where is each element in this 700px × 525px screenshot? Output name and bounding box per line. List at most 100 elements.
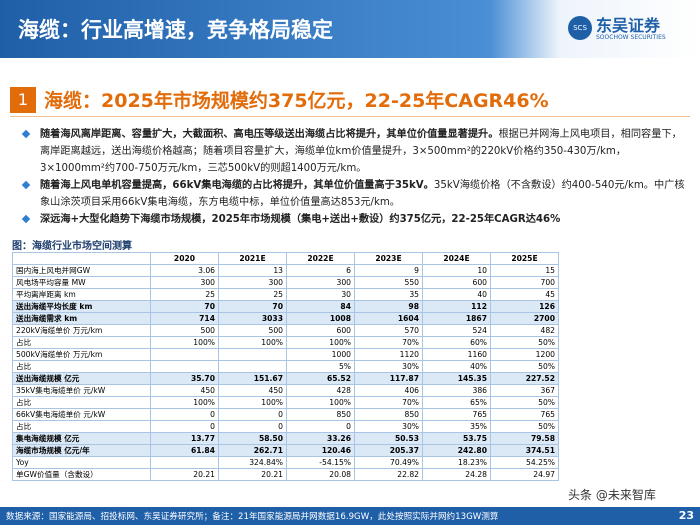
table-cell: 送出海缆平均长度 km (12, 300, 151, 313)
table-cell: 242.80 (422, 444, 491, 457)
table-cell: 3.06 (150, 264, 219, 277)
table-cell (150, 360, 219, 373)
table-cell: 0 (286, 420, 355, 433)
table-cell: 482 (490, 324, 559, 337)
table-cell: 送出海缆规模 亿元 (12, 372, 151, 385)
table-cell: 0 (150, 420, 219, 433)
table-cell: 50.53 (354, 432, 423, 445)
table-cell: 550 (354, 276, 423, 289)
table-cell: 100% (218, 396, 287, 409)
table-cell: 145.35 (422, 372, 491, 385)
table-cell: 0 (150, 408, 219, 421)
table-cell: 61.84 (150, 444, 219, 457)
table-cell: 13 (218, 264, 287, 277)
table-cell: 60% (422, 336, 491, 349)
table-cell: 700 (490, 276, 559, 289)
bullet-bold: 随着海风离岸距离、容量扩大，大截面积、高电压等级送出海缆占比将提升，其单位价值量… (40, 129, 499, 140)
table-cell: 1120 (354, 348, 423, 361)
table-row: 送出海缆规模 亿元 35.70 151.67 65.52 117.87 145.35 227… (12, 372, 559, 385)
table-cell: 30% (354, 420, 423, 433)
logo-text: 东吴证券 (596, 16, 661, 35)
table-row: 国内海上风电并网GW 3.06 13 6 9 10 15 (12, 264, 559, 277)
logo-mark: SCS (568, 16, 592, 40)
table-cell: 300 (150, 276, 219, 289)
table-cell: 227.52 (490, 372, 559, 385)
header-row: 2020 2021E 2022E 2023E 2024E 2025E (12, 252, 559, 265)
table-cell: 324.84% (218, 456, 287, 469)
table-cell: 205.37 (354, 444, 423, 457)
table-cell: 500kV海缆单价 万元/km (12, 348, 151, 361)
table-row: 风电场平均容量 MW 300 300 300 550 600 700 (12, 276, 559, 289)
table-cell: Yoy (12, 456, 151, 469)
table-cell: 850 (286, 408, 355, 421)
footer-bar: 数据来源：国家能源局、招投标网、东吴证券研究所；备注：21年国家能源局并网数据1… (0, 507, 700, 525)
table-cell: 24.28 (422, 468, 491, 481)
table-cell: 65.52 (286, 372, 355, 385)
table-cell: 70 (218, 300, 287, 313)
table-cell: 98 (354, 300, 423, 313)
table-cell: 35 (354, 288, 423, 301)
table-cell: 70% (354, 396, 423, 409)
table-cell: 850 (354, 408, 423, 421)
header-cell: 2022E (286, 252, 355, 265)
table-cell: 300 (218, 276, 287, 289)
table-cell: 13.77 (150, 432, 219, 445)
table-cell: 40% (422, 360, 491, 373)
table-cell: 53.75 (422, 432, 491, 445)
table-cell (150, 456, 219, 469)
table-row: 占比 0 0 0 30% 35% 50% (12, 420, 559, 433)
bullet-bold: 随着海上风电单机容量提高，66kV集电海缆的占比将提升，其单位价值量高于35kV… (40, 180, 434, 191)
bullet-list: 随着海风离岸距离、容量扩大，大截面积、高电压等级送出海缆占比将提升，其单位价值量… (20, 126, 690, 228)
table-cell: 50% (490, 420, 559, 433)
table-cell: 300 (286, 276, 355, 289)
table-cell: 25 (218, 288, 287, 301)
table-cell: 500 (218, 324, 287, 337)
table-cell: 765 (490, 408, 559, 421)
table-cell: 集电海缆规模 亿元 (12, 432, 151, 445)
table-cell: -54.15% (286, 456, 355, 469)
table-cell: 6 (286, 264, 355, 277)
header-bar: 海缆：行业高增速，竞争格局稳定 SCS 东吴证券 SOOCHOW SECURIT… (0, 0, 700, 58)
table-cell: 66kV集电海缆单价 元/kW (12, 408, 151, 421)
table-row: 送出海缆平均长度 km 70 70 84 98 112 126 (12, 300, 559, 313)
table-cell: 600 (286, 324, 355, 337)
table-row: 送出海缆需求 km 714 3033 1008 1604 1867 2700 (12, 312, 559, 325)
table-cell: 126 (490, 300, 559, 313)
header-cell: 2020 (150, 252, 219, 265)
table-row: 平均离岸距离 km 25 25 30 35 40 45 (12, 288, 559, 301)
table-cell: 40 (422, 288, 491, 301)
table-cell: 占比 (12, 336, 151, 349)
figure-caption: 图：海缆行业市场空间测算 (12, 241, 132, 252)
table-cell: 50% (490, 336, 559, 349)
bullet-text: 35kV海缆价格（不含敷设）约400-540元/km。中广核象山涂茨项目采用66… (40, 180, 685, 208)
table-cell: 1000 (286, 348, 355, 361)
table-cell: 1604 (354, 312, 423, 325)
table-cell: 54.25% (490, 456, 559, 469)
bullet-bold: 深远海+大型化趋势下海缆市场规模，2025年市场规模（集电+送出+敷设）约375… (40, 214, 561, 225)
table-cell: 18.23% (422, 456, 491, 469)
table-cell: 45 (490, 288, 559, 301)
table-row: 占比 100% 100% 100% 70% 65% 50% (12, 396, 559, 409)
table-cell: 25 (150, 288, 219, 301)
header-cell (12, 252, 151, 265)
logo: SCS 东吴证券 SOOCHOW SECURITIES (568, 12, 696, 48)
table-cell: 100% (150, 336, 219, 349)
table-cell: 220kV海缆单价 万元/km (12, 324, 151, 337)
table-cell: 151.67 (218, 372, 287, 385)
table-cell (218, 360, 287, 373)
header-cell: 2023E (354, 252, 423, 265)
table-row: Yoy 324.84% -54.15% 70.49% 18.23% 54.25% (12, 456, 559, 469)
table-cell: 送出海缆需求 km (12, 312, 151, 325)
table-row: 集电海缆规模 亿元 13.77 58.50 33.26 50.53 53.75 79.58 (12, 432, 559, 445)
table-cell: 600 (422, 276, 491, 289)
table-cell: 2700 (490, 312, 559, 325)
table-row: 占比 100% 100% 100% 70% 60% 50% (12, 336, 559, 349)
table-cell: 24.97 (490, 468, 559, 481)
table-cell: 524 (422, 324, 491, 337)
section-heading: 1 海缆：2025年市场规模约375亿元，22-25年CAGR46% (10, 84, 690, 117)
table-cell: 100% (150, 396, 219, 409)
section-title: 海缆：2025年市场规模约375亿元，22-25年CAGR46% (44, 90, 549, 112)
source-note: 数据来源：国家能源局、招投标网、东吴证券研究所；备注：21年国家能源局并网数据1… (6, 512, 499, 522)
table-cell: 386 (422, 384, 491, 397)
